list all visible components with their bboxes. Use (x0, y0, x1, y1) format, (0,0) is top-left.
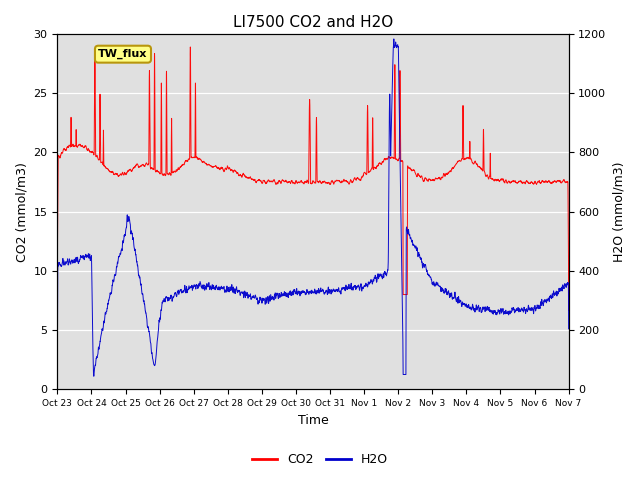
Text: TW_flux: TW_flux (99, 49, 148, 60)
Y-axis label: CO2 (mmol/m3): CO2 (mmol/m3) (15, 162, 28, 262)
Legend: CO2, H2O: CO2, H2O (247, 448, 393, 471)
X-axis label: Time: Time (298, 414, 328, 427)
Y-axis label: H2O (mmol/m3): H2O (mmol/m3) (612, 161, 625, 262)
Title: LI7500 CO2 and H2O: LI7500 CO2 and H2O (233, 15, 393, 30)
